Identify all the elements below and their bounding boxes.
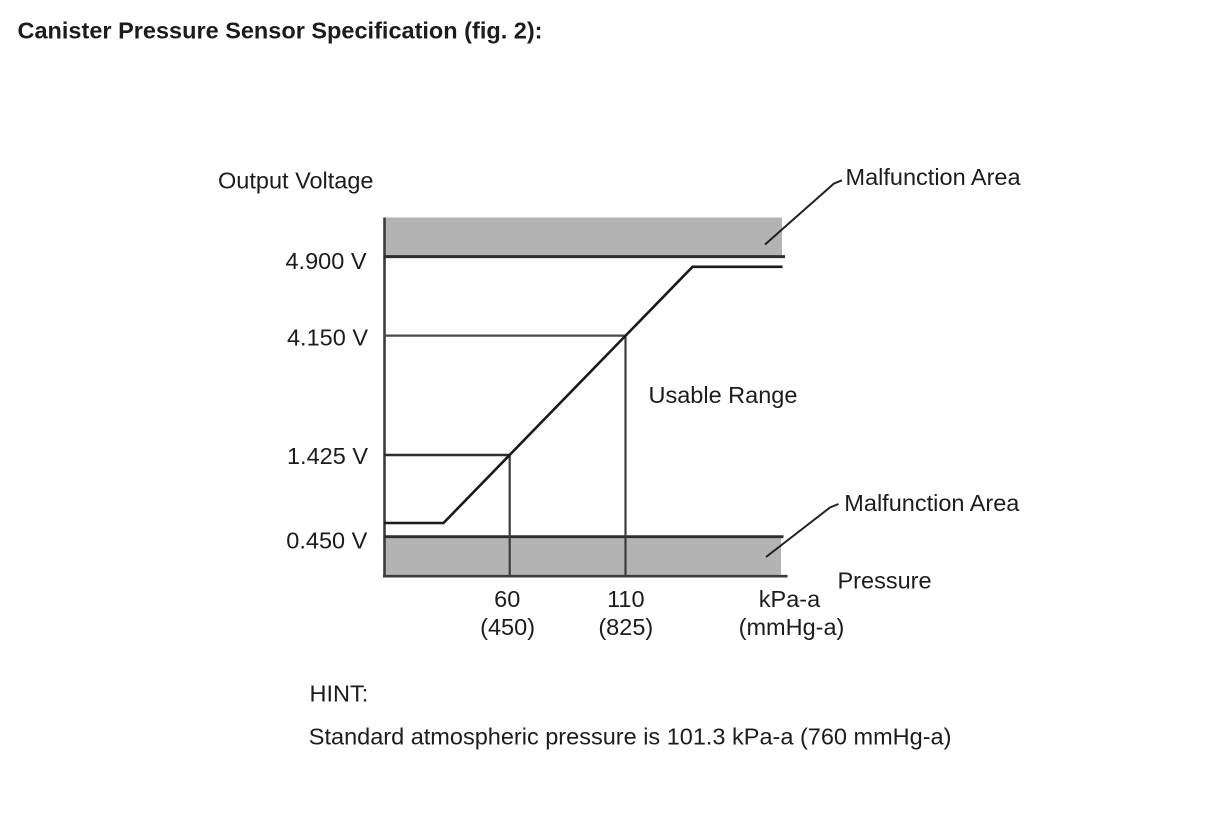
svg-text:0.450 V: 0.450 V — [286, 528, 367, 554]
svg-text:4.150 V: 4.150 V — [287, 325, 368, 351]
svg-text:HINT:: HINT: — [310, 680, 369, 706]
svg-text:110: 110 — [607, 586, 644, 612]
svg-text:Malfunction Area: Malfunction Area — [846, 164, 1022, 190]
svg-text:kPa-a: kPa-a — [759, 586, 821, 612]
svg-text:Standard atmospheric pressure: Standard atmospheric pressure is 101.3 k… — [309, 724, 952, 750]
svg-text:60: 60 — [494, 586, 520, 612]
svg-text:(mmHg-a): (mmHg-a) — [739, 614, 845, 640]
svg-text:Output Voltage: Output Voltage — [218, 167, 373, 193]
svg-text:Canister Pressure Sensor Speci: Canister Pressure Sensor Specification (… — [18, 17, 543, 43]
svg-text:4.900 V: 4.900 V — [285, 248, 366, 274]
svg-text:Pressure: Pressure — [838, 567, 932, 593]
svg-text:(450): (450) — [480, 614, 535, 640]
svg-text:Usable Range: Usable Range — [649, 382, 798, 408]
svg-text:1.425 V: 1.425 V — [287, 443, 368, 469]
svg-text:(825): (825) — [598, 614, 653, 640]
svg-text:Malfunction Area: Malfunction Area — [844, 490, 1020, 516]
